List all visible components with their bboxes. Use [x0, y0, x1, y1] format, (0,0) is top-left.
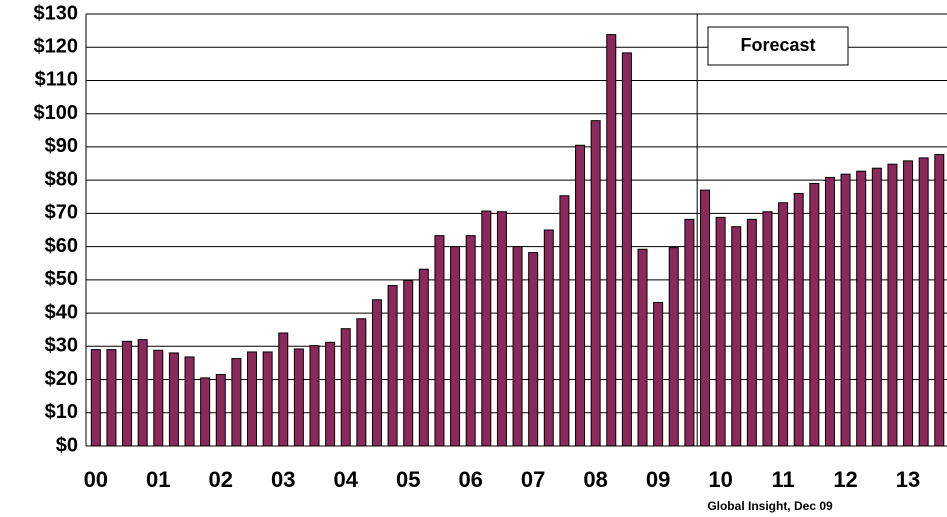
- bar: [215, 374, 226, 447]
- bar: [496, 211, 507, 447]
- y-tick-label: $70: [45, 202, 78, 224]
- bar: [621, 52, 632, 447]
- bar: [512, 246, 523, 447]
- forecast-box: [707, 26, 849, 66]
- y-tick-label: $20: [45, 368, 78, 390]
- bar: [575, 144, 586, 447]
- bar: [824, 176, 835, 447]
- y-tick-label: $50: [45, 268, 78, 290]
- bar: [481, 210, 492, 447]
- bar: [715, 216, 726, 447]
- y-tick-label: $40: [45, 301, 78, 323]
- bar: [606, 34, 617, 447]
- x-tick-label: 10: [708, 467, 732, 492]
- x-tick-label: 05: [396, 467, 420, 492]
- bar: [403, 280, 414, 447]
- y-tick-label: $130: [34, 2, 79, 24]
- y-tick-label: $60: [45, 235, 78, 257]
- y-tick-label: $90: [45, 135, 78, 157]
- bar: [465, 235, 476, 447]
- x-tick-label: 02: [209, 467, 233, 492]
- bar: [293, 348, 304, 447]
- bar: [184, 356, 195, 447]
- bar: [137, 339, 148, 447]
- forecast-label: Forecast: [740, 35, 815, 55]
- y-tick-label: $0: [56, 434, 78, 456]
- bar: [231, 358, 242, 447]
- bar: [325, 341, 336, 447]
- bar: [434, 235, 445, 447]
- bar: [684, 218, 695, 447]
- x-tick-label: 12: [833, 467, 857, 492]
- bar: [840, 173, 851, 447]
- bar: [90, 349, 101, 447]
- bar: [778, 202, 789, 447]
- y-tick-label: $100: [34, 102, 79, 124]
- bar: [450, 246, 461, 447]
- bar: [247, 351, 258, 447]
- bar: [699, 189, 710, 447]
- bar: [762, 211, 773, 447]
- x-tick-label: 06: [458, 467, 482, 492]
- y-tick-label: $10: [45, 401, 78, 423]
- source-note: Global Insight, Dec 09: [707, 499, 833, 513]
- bar: [809, 182, 820, 447]
- bar: [356, 318, 367, 447]
- bar: [793, 192, 804, 447]
- bar: [418, 268, 429, 447]
- bar: [543, 229, 554, 447]
- bar: [637, 248, 648, 447]
- bar: [153, 349, 164, 447]
- bar: [590, 120, 601, 447]
- x-tick-label: 03: [271, 467, 295, 492]
- bar: [122, 340, 133, 447]
- x-tick-label: 08: [583, 467, 607, 492]
- bar: [200, 377, 211, 447]
- bar: [918, 157, 929, 447]
- bar: [871, 167, 882, 447]
- bar: [309, 345, 320, 447]
- bar: [903, 160, 914, 447]
- x-tick-label: 01: [146, 467, 170, 492]
- y-tick-label: $120: [34, 36, 79, 58]
- bar: [387, 284, 398, 447]
- y-tick-label: $80: [45, 168, 78, 190]
- x-tick-label: 07: [521, 467, 545, 492]
- bar: [559, 195, 570, 447]
- bar: [856, 170, 867, 447]
- bar: [168, 352, 179, 447]
- bar: [278, 332, 289, 447]
- x-tick-label: 13: [896, 467, 920, 492]
- x-tick-label: 00: [84, 467, 108, 492]
- x-tick-label: 11: [771, 467, 794, 492]
- y-tick-label: $30: [45, 335, 78, 357]
- x-tick-label: 04: [333, 467, 358, 492]
- bar: [106, 349, 117, 447]
- bar: [262, 351, 273, 447]
- bar: [371, 299, 382, 447]
- bar: [653, 301, 664, 447]
- bar: [934, 154, 945, 447]
- bar: [731, 226, 742, 447]
- y-tick-label: $110: [35, 69, 78, 91]
- bar: [887, 163, 898, 447]
- bar: [340, 328, 351, 447]
- bar: [746, 218, 757, 447]
- bar: [668, 247, 679, 447]
- x-tick-label: 09: [646, 467, 670, 492]
- bar: [528, 252, 539, 447]
